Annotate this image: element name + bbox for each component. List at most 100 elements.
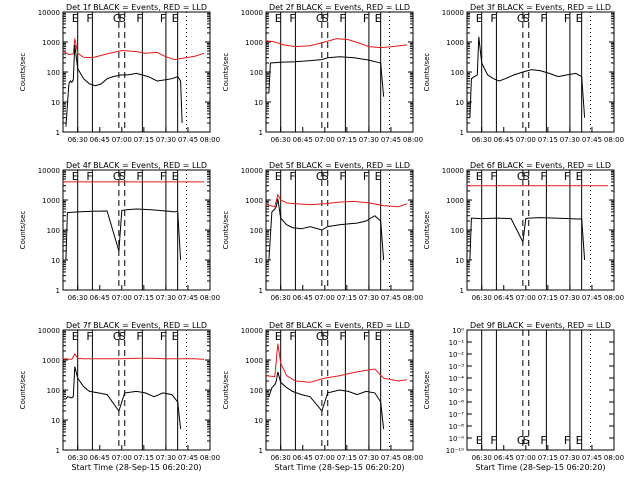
event-marker-label: F xyxy=(339,170,345,183)
y-tick-label: 10000 xyxy=(38,167,60,175)
event-marker-label: G xyxy=(517,12,526,25)
y-tick-label: 1 xyxy=(56,447,60,455)
panel-title: Det 3f BLACK = Events, RED = LLD xyxy=(470,3,611,12)
y-tick-label: 100 xyxy=(451,69,464,77)
event-marker-label: F xyxy=(490,434,496,447)
series-events-line xyxy=(65,208,182,261)
event-marker-label: F xyxy=(564,12,570,25)
series-events-line xyxy=(469,217,586,261)
y-tick-label: 1000 xyxy=(446,197,464,205)
y-tick-label: 10000 xyxy=(38,9,60,17)
x-tick-label: 07:45 xyxy=(178,136,198,144)
event-marker-label: E xyxy=(576,12,583,25)
x-tick-label: 07:00 xyxy=(516,294,536,302)
x-tick-label: 06:30 xyxy=(472,294,492,302)
series-events-line xyxy=(65,44,183,127)
x-tick-label: 07:45 xyxy=(178,454,198,462)
event-marker-label: E xyxy=(576,434,583,447)
event-marker-label: S xyxy=(523,170,530,183)
y-tick-label: 10⁻³ xyxy=(449,363,465,371)
series-events-line xyxy=(65,366,182,430)
event-marker-label: E xyxy=(172,170,179,183)
x-tick-label: 08:00 xyxy=(200,454,220,462)
event-marker-label: F xyxy=(86,170,92,183)
event-marker-label: S xyxy=(322,170,329,183)
y-tick-label: 10⁻⁶ xyxy=(449,399,465,407)
panel-title: Det 4f BLACK = Events, RED = LLD xyxy=(66,161,207,170)
y-tick-label: 10 xyxy=(51,257,60,265)
event-marker-label: F xyxy=(289,330,295,343)
x-tick-label: 07:30 xyxy=(359,454,379,462)
y-tick-label: 10000 xyxy=(442,167,464,175)
panel-title: Det 2f BLACK = Events, RED = LLD xyxy=(269,3,410,12)
x-tick-label: 07:00 xyxy=(112,294,132,302)
event-marker-label: F xyxy=(540,434,546,447)
y-tick-label: 10 xyxy=(254,257,263,265)
event-marker-label: E xyxy=(72,330,79,343)
event-marker-label: S xyxy=(523,12,530,25)
event-marker-label: F xyxy=(86,330,92,343)
x-tick-label: 06:45 xyxy=(293,454,313,462)
y-tick-label: 1 xyxy=(460,287,464,295)
x-tick-label: 07:45 xyxy=(178,294,198,302)
event-marker-label: E xyxy=(72,170,79,183)
event-marker-label: G xyxy=(113,12,122,25)
y-tick-label: 10⁻⁵ xyxy=(449,387,465,395)
x-axis-label: Start Time (28-Sep-15 06:20:20) xyxy=(71,463,201,472)
y-tick-label: 10⁰ xyxy=(452,327,464,335)
x-tick-label: 06:30 xyxy=(68,454,88,462)
event-marker-label: E xyxy=(375,170,382,183)
x-tick-label: 07:30 xyxy=(560,136,580,144)
y-tick-label: 10 xyxy=(254,417,263,425)
panel-title: Det 6f BLACK = Events, RED = LLD xyxy=(470,161,611,170)
event-marker-label: G xyxy=(517,170,526,183)
y-tick-label: 1 xyxy=(259,287,263,295)
x-tick-label: 07:45 xyxy=(381,454,401,462)
x-tick-label: 08:00 xyxy=(604,454,624,462)
y-tick-label: 10⁻⁴ xyxy=(449,375,465,383)
series-lld-line xyxy=(265,38,408,49)
y-tick-label: 10 xyxy=(51,417,60,425)
detector-panel-9: E F GS F F E10⁻¹⁰10⁻⁹10⁻⁸10⁻⁷10⁻⁶10⁻⁵10⁻⁴10⁻³… xyxy=(423,321,624,472)
plot-frame xyxy=(466,329,615,451)
x-tick-label: 06:30 xyxy=(472,454,492,462)
event-marker-label: S xyxy=(119,330,126,343)
y-tick-label: 1 xyxy=(56,287,60,295)
y-axis-label: Counts/sec xyxy=(19,371,27,410)
x-tick-label: 06:45 xyxy=(293,294,313,302)
y-tick-label: 1000 xyxy=(245,357,263,365)
x-tick-label: 07:15 xyxy=(337,294,357,302)
x-tick-label: 08:00 xyxy=(200,294,220,302)
x-tick-label: 08:00 xyxy=(403,136,423,144)
y-tick-label: 10000 xyxy=(38,327,60,335)
y-tick-label: 10000 xyxy=(241,9,263,17)
y-tick-label: 10000 xyxy=(241,327,263,335)
y-tick-label: 100 xyxy=(47,69,60,77)
y-tick-label: 1000 xyxy=(42,39,60,47)
x-tick-label: 06:45 xyxy=(494,136,514,144)
x-tick-label: 06:30 xyxy=(271,136,291,144)
event-marker-label: G xyxy=(316,12,325,25)
y-tick-label: 1 xyxy=(56,129,60,137)
event-marker-label: F xyxy=(564,170,570,183)
x-tick-label: 07:00 xyxy=(112,136,132,144)
y-tick-label: 10⁻¹ xyxy=(449,339,465,347)
x-tick-label: 06:30 xyxy=(68,294,88,302)
x-tick-label: 07:45 xyxy=(381,294,401,302)
event-marker-label: F xyxy=(363,330,369,343)
event-marker-label: F xyxy=(160,170,166,183)
y-tick-label: 10 xyxy=(455,257,464,265)
series-lld-line xyxy=(265,343,408,383)
x-tick-label: 08:00 xyxy=(604,136,624,144)
y-tick-label: 1000 xyxy=(42,197,60,205)
x-tick-label: 07:00 xyxy=(516,136,536,144)
series-lld-line xyxy=(62,38,205,61)
x-tick-label: 07:30 xyxy=(560,294,580,302)
x-tick-label: 07:15 xyxy=(134,454,154,462)
x-tick-label: 07:15 xyxy=(538,136,558,144)
